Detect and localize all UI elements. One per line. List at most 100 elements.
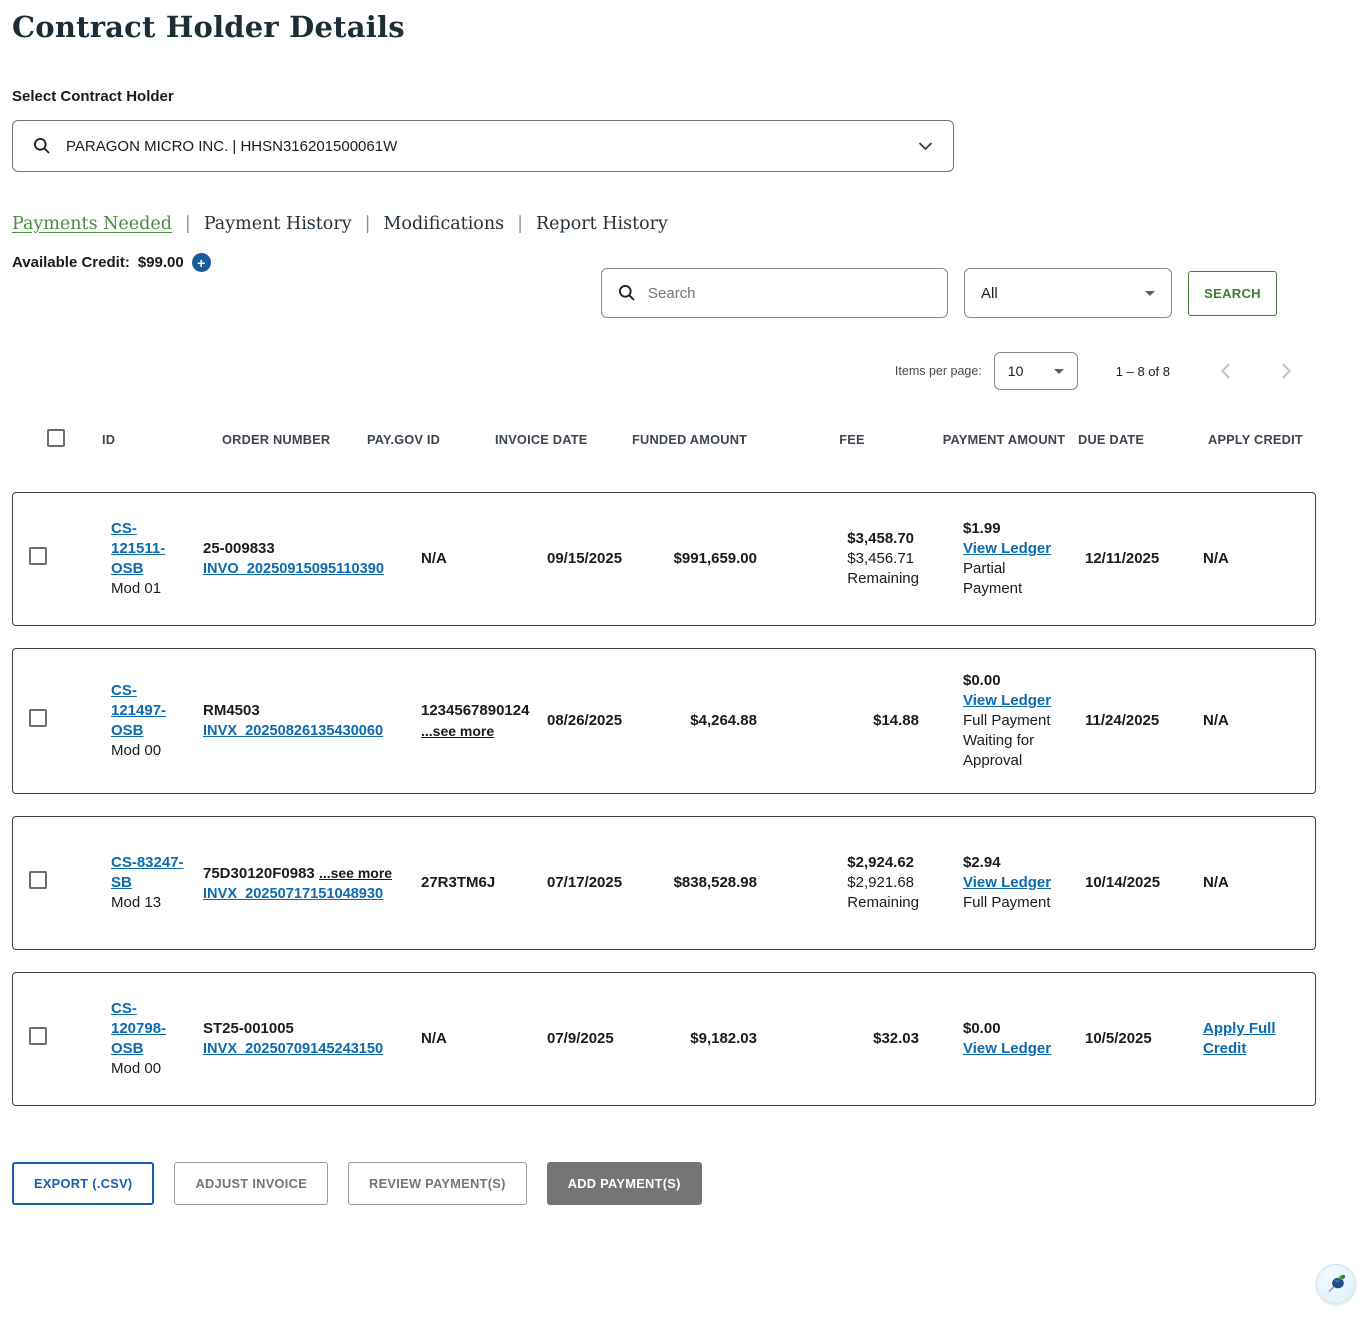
due-date: 11/24/2025 — [1085, 712, 1160, 729]
column-header-payment-amount: PAYMENT AMOUNT — [942, 431, 1066, 447]
add-payments-button[interactable]: ADD PAYMENT(S) — [546, 1162, 702, 1205]
apply-credit-value: N/A — [1203, 874, 1229, 891]
chevron-right-icon[interactable] — [1281, 362, 1292, 380]
invoice-date: 07/9/2025 — [547, 1030, 614, 1047]
payment-status: Full Payment Waiting for Approval — [963, 712, 1051, 769]
fee-remaining-label: Remaining — [847, 570, 919, 587]
fee-amount: $3,458.70 — [847, 530, 915, 547]
column-header-due-date: DUE DATE — [1078, 431, 1145, 447]
dropdown-caret-icon — [1145, 290, 1155, 296]
invoice-id-link[interactable]: CS-83247-SB — [111, 854, 184, 891]
adjust-invoice-button[interactable]: ADJUST INVOICE — [174, 1162, 329, 1205]
column-header-id: ID — [102, 431, 116, 447]
mod-number: Mod 13 — [111, 894, 162, 911]
funded-amount: $838,528.98 — [673, 874, 757, 891]
mod-number: Mod 00 — [111, 1060, 162, 1077]
table-row: CS-83247-SB Mod 13 75D30120F0983 ...see … — [12, 816, 1316, 950]
tab-payments-needed[interactable]: Payments Needed — [12, 214, 172, 234]
table-row: CS-121497-OSB Mod 00 RM4503 INVX_2025082… — [12, 648, 1316, 794]
fee-remaining-amount: $3,456.71 — [847, 550, 915, 567]
filter-group: All SEARCH — [601, 268, 1277, 318]
items-per-page-value: 10 — [1007, 363, 1024, 379]
pushpin-icon — [1323, 1271, 1349, 1297]
mod-number: Mod 01 — [111, 580, 162, 597]
search-icon — [33, 137, 51, 155]
order-see-more-link[interactable]: ...see more — [318, 864, 393, 881]
chevron-down-icon — [918, 141, 933, 151]
pagination-range: 1 – 8 of 8 — [1115, 363, 1170, 379]
search-button[interactable]: SEARCH — [1188, 271, 1277, 316]
table-row: CS-121511-OSB Mod 01 25-009833 INVO_2025… — [12, 492, 1316, 626]
view-ledger-link[interactable]: View Ledger — [963, 1040, 1052, 1057]
tab-payment-history[interactable]: Payment History — [203, 214, 352, 234]
fee-amount: $2,924.62 — [847, 854, 915, 871]
funded-amount: $9,182.03 — [690, 1030, 757, 1047]
table-body: CS-121511-OSB Mod 01 25-009833 INVO_2025… — [12, 492, 1322, 1106]
apply-full-credit-link[interactable]: Apply Full Credit — [1203, 1020, 1276, 1057]
invoice-id-link[interactable]: CS-120798-OSB — [111, 1000, 167, 1057]
row-checkbox[interactable] — [29, 1027, 47, 1045]
paygov-id: N/A — [421, 550, 447, 567]
tab-separator: | — [517, 214, 523, 234]
invoice-date: 07/17/2025 — [547, 874, 623, 891]
column-header-fee: FEE — [839, 431, 865, 447]
invoice-id-link[interactable]: CS-121511-OSB — [111, 520, 166, 577]
column-header-invoice-date: INVOICE DATE — [495, 431, 588, 447]
table-row: CS-120798-OSB Mod 00 ST25-001005 INVX_20… — [12, 972, 1316, 1106]
invoice-date: 09/15/2025 — [547, 550, 623, 567]
export-csv-button[interactable]: EXPORT (.CSV) — [12, 1162, 155, 1205]
view-ledger-link[interactable]: View Ledger — [963, 692, 1052, 709]
items-per-page-label: Items per page: — [894, 364, 982, 378]
invoice-file-link[interactable]: INVX_20250717151048930 — [203, 885, 384, 902]
tab-modifications[interactable]: Modifications — [383, 214, 505, 234]
chevron-left-icon[interactable] — [1220, 362, 1231, 380]
invoice-file-link[interactable]: INVX_20250826135430060 — [203, 723, 384, 739]
tab-report-history[interactable]: Report History — [536, 214, 668, 234]
payment-status: Full Payment — [963, 894, 1051, 911]
mod-number: Mod 00 — [111, 742, 162, 759]
order-number: RM4503 — [203, 702, 260, 719]
funded-amount: $4,264.88 — [690, 712, 757, 729]
search-input[interactable] — [648, 284, 918, 302]
due-date: 12/11/2025 — [1085, 550, 1160, 567]
column-header-funded-amount: FUNDED AMOUNT — [632, 431, 748, 447]
tab-bar: Payments Needed | Payment History | Modi… — [12, 214, 1322, 234]
fee-remaining-amount: $2,921.68 — [847, 874, 915, 891]
fee-amount: $14.88 — [873, 712, 919, 729]
fee-amount: $32.03 — [873, 1030, 919, 1047]
view-ledger-link[interactable]: View Ledger — [963, 874, 1052, 891]
plus-circle-icon[interactable]: + — [191, 253, 211, 272]
row-checkbox[interactable] — [29, 547, 47, 565]
items-per-page-select[interactable]: 10 — [993, 352, 1078, 390]
invoice-id-link[interactable]: CS-121497-OSB — [111, 682, 167, 739]
invoice-date: 08/26/2025 — [547, 712, 623, 729]
paygov-see-more-link[interactable]: ...see more — [421, 722, 495, 739]
invoice-file-link[interactable]: INVX_20250709145243150 — [203, 1041, 384, 1057]
view-ledger-link[interactable]: View Ledger — [963, 540, 1052, 557]
due-date: 10/5/2025 — [1085, 1030, 1152, 1047]
search-box[interactable] — [601, 268, 948, 318]
search-icon — [618, 284, 636, 302]
payment-amount: $1.99 — [963, 520, 1001, 537]
column-header-order-number: ORDER NUMBER — [222, 431, 331, 447]
due-date: 10/14/2025 — [1085, 874, 1161, 891]
paygov-id: 1234567890124 — [421, 701, 530, 719]
category-select[interactable]: All — [964, 268, 1172, 318]
order-number: 25-009833 — [203, 540, 275, 557]
tab-separator: | — [364, 214, 371, 234]
available-credit-label: Available Credit: — [12, 254, 130, 271]
paygov-id: N/A — [421, 1030, 447, 1047]
invoice-file-link[interactable]: INVO_20250915095110390 — [203, 561, 384, 577]
contract-holder-select[interactable]: PARAGON MICRO INC. | HHSN316201500061W — [12, 120, 954, 172]
row-checkbox[interactable] — [29, 709, 47, 727]
page: Contract Holder Details Select Contract … — [12, 10, 1322, 1205]
select-all-checkbox[interactable] — [47, 428, 65, 447]
row-checkbox[interactable] — [29, 871, 47, 889]
pushpin-widget[interactable] — [1316, 1264, 1356, 1304]
review-payments-button[interactable]: REVIEW PAYMENT(S) — [348, 1162, 527, 1205]
apply-credit-value: N/A — [1203, 712, 1229, 729]
contract-holder-label: Select Contract Holder — [12, 88, 174, 105]
available-credit-amount: $99.00 — [137, 254, 184, 271]
payment-amount: $2.94 — [963, 854, 1001, 871]
payment-amount: $0.00 — [963, 1020, 1001, 1037]
